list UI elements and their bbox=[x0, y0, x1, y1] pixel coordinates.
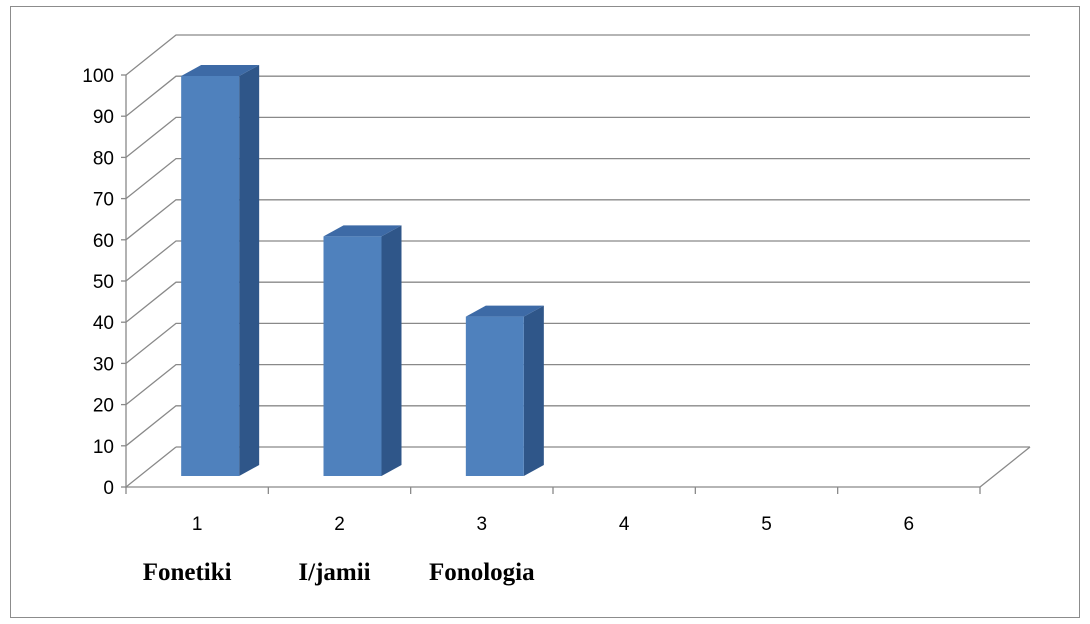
bar-front-face bbox=[323, 236, 382, 476]
gridline bbox=[125, 75, 1030, 117]
gridline bbox=[125, 199, 1030, 241]
bar-top-face bbox=[181, 65, 260, 76]
floor-right-edge bbox=[979, 446, 1031, 488]
axes bbox=[121, 74, 981, 494]
bar-front-face bbox=[465, 316, 524, 476]
x-tick-label: 3 bbox=[477, 514, 488, 535]
bar-side-face bbox=[239, 65, 260, 476]
y-tick-label: 70 bbox=[93, 190, 114, 211]
x-tick-label: 5 bbox=[761, 514, 772, 535]
bar-top-face bbox=[465, 305, 544, 317]
x-tick-label: 6 bbox=[904, 514, 915, 535]
bar-top-face bbox=[323, 225, 402, 237]
y-tick-labels: 0 10 20 30 40 50 60 70 80 90 100 bbox=[82, 66, 114, 499]
y-tick-label: 100 bbox=[82, 66, 114, 87]
gridline bbox=[125, 116, 1030, 158]
y-tick-label: 10 bbox=[93, 437, 114, 458]
gridline bbox=[125, 157, 1030, 200]
y-tick-label: 0 bbox=[103, 478, 114, 499]
x-tick-label: 2 bbox=[334, 514, 345, 535]
bars bbox=[181, 65, 544, 476]
gridline bbox=[125, 322, 1030, 364]
gridline bbox=[125, 405, 1030, 447]
category-names: Fonetiki I/jamii Fonologia bbox=[143, 559, 535, 586]
y-tick-label: 90 bbox=[93, 107, 114, 128]
bar-side-face bbox=[523, 305, 544, 476]
category-name: Fonologia bbox=[429, 559, 535, 586]
y-tick-label: 50 bbox=[93, 272, 114, 293]
x-tick-labels: 1 2 3 4 5 6 bbox=[192, 514, 914, 535]
gridline bbox=[125, 240, 1030, 282]
x-tick-label: 4 bbox=[619, 514, 630, 535]
gridline bbox=[125, 363, 1030, 406]
y-tick-label: 20 bbox=[93, 396, 114, 417]
y-tick-label: 40 bbox=[93, 313, 114, 334]
gridline bbox=[125, 281, 1030, 323]
floor-left-edge bbox=[125, 446, 177, 488]
bar-front-face bbox=[181, 76, 240, 476]
gridline bbox=[125, 34, 1030, 76]
y-tick-label: 30 bbox=[93, 354, 114, 375]
x-tick-label: 1 bbox=[192, 514, 203, 535]
category-name: I/jamii bbox=[298, 559, 370, 586]
gridlines bbox=[125, 34, 1031, 488]
bar bbox=[323, 225, 402, 476]
y-tick-label: 80 bbox=[93, 148, 114, 169]
bar bbox=[465, 305, 544, 476]
bar-side-face bbox=[381, 225, 402, 476]
bar bbox=[181, 65, 260, 476]
y-tick-label: 60 bbox=[93, 231, 114, 252]
category-name: Fonetiki bbox=[143, 559, 232, 586]
